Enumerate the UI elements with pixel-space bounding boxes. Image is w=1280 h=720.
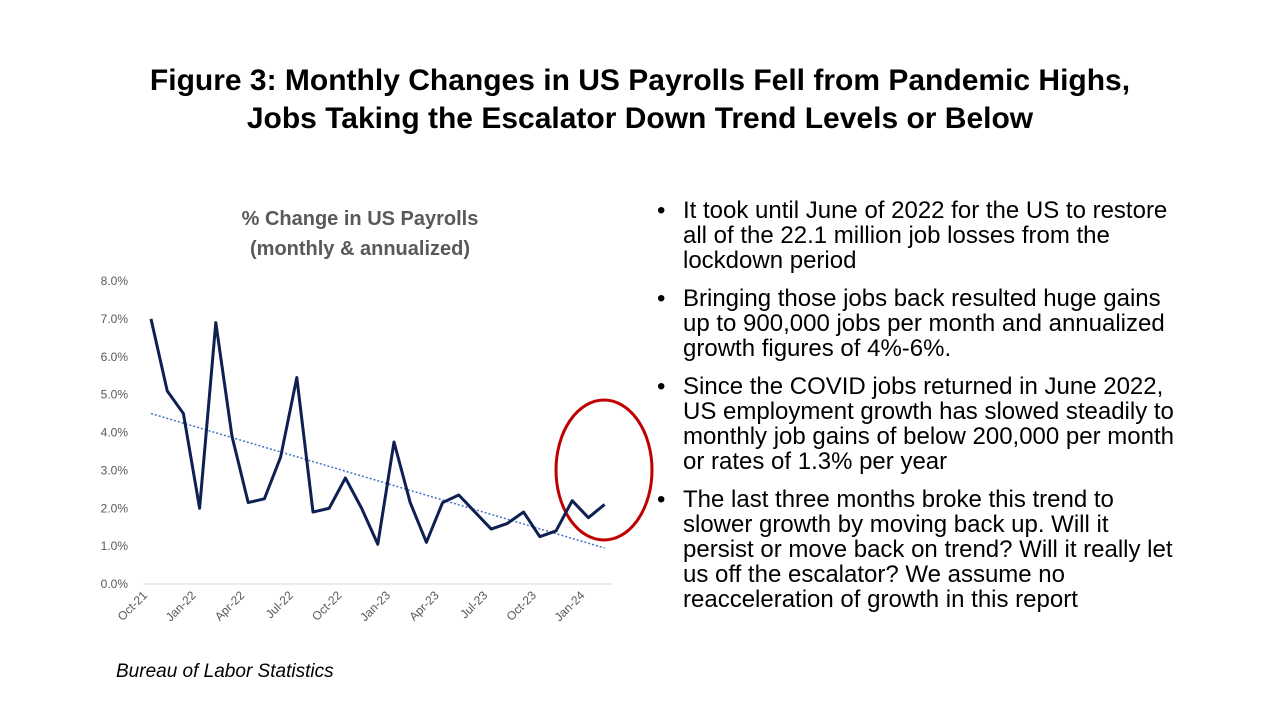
bullet: It took until June of 2022 for the US to… (655, 198, 1180, 273)
y-tick-label: 1.0% (101, 539, 129, 553)
x-tick-label: Apr-23 (406, 588, 442, 624)
chart-title: (monthly & annualized) (250, 238, 470, 260)
x-tick-label: Jul-22 (263, 588, 296, 621)
y-tick-label: 4.0% (101, 426, 129, 440)
slide-title: Figure 3: Monthly Changes in US Payrolls… (150, 64, 1130, 97)
bullet: The last three months broke this trend t… (655, 487, 1180, 612)
highlight-circle (554, 398, 654, 542)
y-tick-label: 7.0% (101, 312, 129, 326)
payroll-line (149, 318, 606, 546)
x-tick-label: Oct-22 (309, 588, 345, 624)
x-tick-label: Jan-22 (163, 588, 199, 624)
trend-line (150, 412, 605, 549)
chart-title: % Change in US Payrolls (242, 208, 479, 230)
y-tick-label: 5.0% (101, 388, 129, 402)
x-tick-label: Jan-24 (552, 588, 588, 624)
y-tick-label: 2.0% (101, 501, 129, 515)
x-tick-label: Jul-23 (457, 588, 490, 621)
y-tick-label: 3.0% (101, 463, 129, 477)
y-tick-label: 0.0% (101, 577, 129, 591)
x-tick-label: Jan-23 (357, 588, 393, 624)
source-note: Bureau of Labor Statistics (116, 661, 334, 682)
x-tick-label: Oct-21 (115, 588, 151, 624)
x-tick-label: Oct-23 (504, 588, 540, 624)
bullet-list: It took until June of 2022 for the US to… (655, 198, 1180, 625)
y-tick-label: 8.0% (101, 274, 129, 288)
y-tick-label: 6.0% (101, 350, 129, 364)
bullet: Since the COVID jobs returned in June 20… (655, 374, 1180, 474)
slide-title: Jobs Taking the Escalator Down Trend Lev… (247, 102, 1034, 135)
bullet: Bringing those jobs back resulted huge g… (655, 286, 1180, 361)
x-tick-label: Apr-22 (212, 588, 248, 624)
